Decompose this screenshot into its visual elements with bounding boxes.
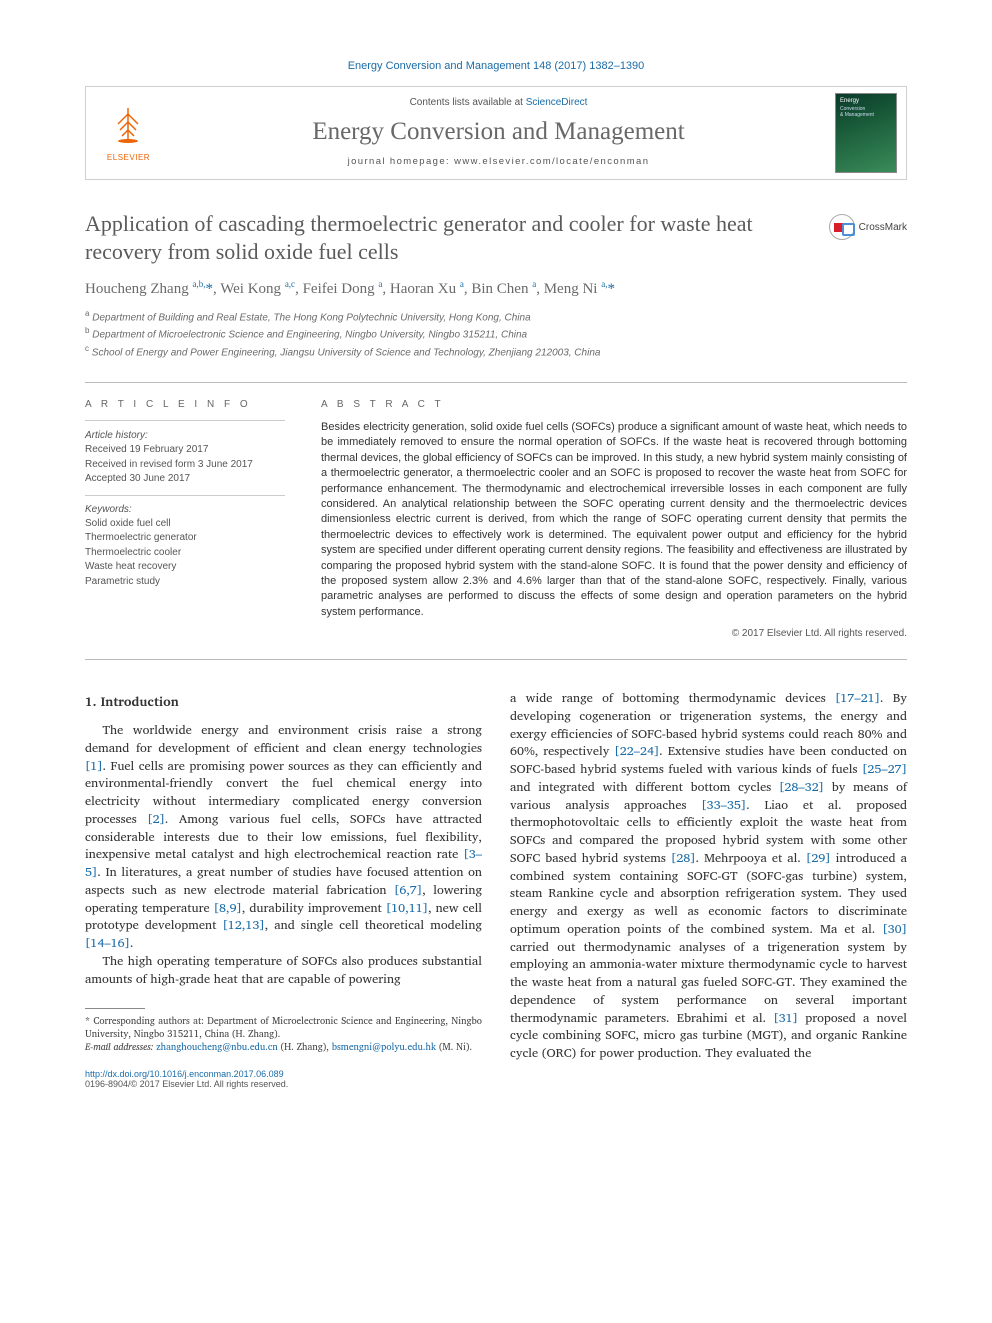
page-footer: http://dx.doi.org/10.1016/j.enconman.201…	[85, 1069, 482, 1089]
keywords-list: Solid oxide fuel cell Thermoelectric gen…	[85, 517, 285, 590]
abstract-heading: A B S T R A C T	[321, 399, 907, 410]
keyword: Waste heat recovery	[85, 561, 176, 572]
rule	[85, 420, 285, 421]
crossmark-badge[interactable]: CrossMark	[829, 214, 907, 240]
abstract-column: A B S T R A C T Besides electricity gene…	[321, 399, 907, 639]
body-column-left: 1. Introduction The worldwide energy and…	[85, 690, 482, 1089]
journal-name: Energy Conversion and Management	[177, 118, 820, 146]
keywords-title: Keywords:	[85, 504, 285, 515]
body-column-right: a wide range of bottoming thermodynamic …	[510, 690, 907, 1089]
authors-line: Houcheng Zhang a,b,*, Wei Kong a,c, Feif…	[85, 279, 907, 298]
footnote-rule	[85, 1008, 145, 1009]
affiliations-block: a Department of Building and Real Estate…	[85, 308, 907, 360]
section-heading: 1. Introduction	[85, 690, 482, 712]
corresponding-footnote: * Corresponding authors at: Department o…	[85, 1015, 482, 1042]
history-line: Received 19 February 2017	[85, 444, 208, 455]
keyword: Parametric study	[85, 576, 160, 587]
abstract-copyright: © 2017 Elsevier Ltd. All rights reserved…	[321, 628, 907, 639]
elsevier-logo[interactable]: ELSEVIER	[107, 104, 150, 162]
body-paragraph: The high operating temperature of SOFCs …	[85, 953, 482, 989]
email-name: (H. Zhang),	[278, 1040, 332, 1055]
email-label: E-mail addresses:	[85, 1040, 153, 1055]
history-title: Article history:	[85, 430, 148, 441]
body-paragraph: The worldwide energy and environment cri…	[85, 722, 482, 953]
citation-line: Energy Conversion and Management 148 (20…	[85, 60, 907, 72]
journal-header: ELSEVIER Contents lists available at Sci…	[85, 86, 907, 180]
email-footnote: E-mail addresses: zhanghoucheng@nbu.edu.…	[85, 1042, 482, 1055]
article-history: Article history: Received 19 February 20…	[85, 429, 285, 487]
article-title: Application of cascading thermoelectric …	[85, 210, 809, 265]
journal-cover-thumb[interactable]	[835, 93, 897, 173]
crossmark-label: CrossMark	[859, 222, 907, 233]
publisher-name: ELSEVIER	[107, 153, 150, 162]
cover-cell	[826, 87, 906, 179]
email-link[interactable]: bsmengni@polyu.edu.hk	[332, 1040, 436, 1055]
contents-line: Contents lists available at ScienceDirec…	[177, 97, 820, 108]
email-name: (M. Ni).	[436, 1040, 472, 1055]
issn-line: 0196-8904/© 2017 Elsevier Ltd. All right…	[85, 1079, 288, 1089]
doi-link[interactable]: http://dx.doi.org/10.1016/j.enconman.201…	[85, 1069, 284, 1079]
publisher-logo-cell: ELSEVIER	[86, 87, 171, 179]
email-link[interactable]: zhanghoucheng@nbu.edu.cn	[156, 1040, 278, 1055]
history-line: Received in revised form 3 June 2017	[85, 459, 253, 470]
body-paragraph: a wide range of bottoming thermodynamic …	[510, 690, 907, 1063]
history-line: Accepted 30 June 2017	[85, 473, 190, 484]
abstract-text: Besides electricity generation, solid ox…	[321, 420, 907, 620]
homepage-line[interactable]: journal homepage: www.elsevier.com/locat…	[177, 156, 820, 167]
keyword: Thermoelectric generator	[85, 532, 197, 543]
contents-prefix: Contents lists available at	[410, 97, 526, 108]
rule	[85, 495, 285, 496]
elsevier-tree-icon	[108, 104, 148, 151]
sciencedirect-link[interactable]: ScienceDirect	[526, 97, 588, 108]
keyword: Solid oxide fuel cell	[85, 518, 171, 529]
keyword: Thermoelectric cooler	[85, 547, 181, 558]
corr-text: Corresponding authors at: Department of …	[85, 1014, 482, 1042]
article-info-heading: A R T I C L E I N F O	[85, 399, 285, 410]
header-center: Contents lists available at ScienceDirec…	[171, 87, 826, 179]
crossmark-icon	[829, 214, 855, 240]
article-info-column: A R T I C L E I N F O Article history: R…	[85, 399, 285, 639]
